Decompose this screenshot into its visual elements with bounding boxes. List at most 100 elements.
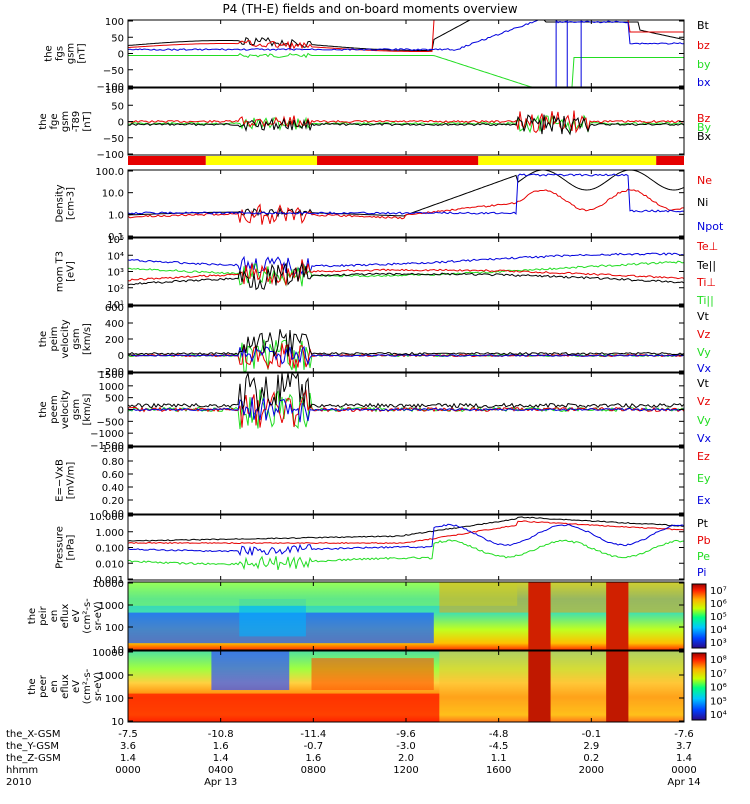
x-axis-row-label: the_Y-GSM <box>6 741 59 752</box>
legend-entry: Ey <box>697 472 711 485</box>
legend-entry: Vz <box>697 328 711 341</box>
trace-npot <box>128 173 684 215</box>
y-axis-label-line: eflux <box>60 604 71 629</box>
panel-3-traces <box>128 170 684 225</box>
y-tick-label: 1.000 <box>95 528 124 539</box>
trace-bt <box>128 20 684 51</box>
status-segment <box>205 156 318 165</box>
trace-ne <box>128 188 684 225</box>
y-axis-label-line: velocity <box>60 390 71 429</box>
x-axis-tick-value: -4.8 <box>489 729 509 740</box>
trace-vx <box>128 397 684 423</box>
legend-entry: Vt <box>697 377 710 390</box>
panel-5-traces <box>128 329 684 372</box>
x-axis-tick-value: Apr 13 <box>204 777 237 788</box>
y-tick-label: 1000 <box>99 671 124 682</box>
legend-entry: Pt <box>697 517 709 530</box>
mid-flux-region <box>128 582 518 606</box>
panel-frame <box>127 87 685 156</box>
trace-ti-par <box>128 260 684 287</box>
x-axis-row-label: hhmm <box>6 765 38 776</box>
colorbar-tick-label: 10⁷ <box>710 669 727 680</box>
legend-entry: Vt <box>697 310 710 323</box>
y-tick-label: 100 <box>105 85 124 96</box>
y-axis-label-line: -T89 <box>71 111 82 133</box>
y-axis-label-line: mom T3 <box>55 251 66 292</box>
x-axis-tick-value: 0.2 <box>583 753 599 764</box>
panel-frame <box>127 305 685 373</box>
y-axis-label-line: [nPa] <box>66 534 77 560</box>
y-tick-label: 10³ <box>107 268 124 279</box>
x-axis-tick-value: 0400 <box>208 765 233 776</box>
trace-by <box>128 52 684 87</box>
panel-frame <box>127 237 685 306</box>
y-tick-label: 10¹ <box>107 300 124 311</box>
trace-te-par <box>128 261 684 291</box>
x-axis-tick-value: -4.5 <box>489 741 509 752</box>
legend-entry: Ni <box>697 196 708 209</box>
colorbar-tick-label: 10⁴ <box>710 710 727 721</box>
panel-frame <box>127 19 685 88</box>
y-tick-label: −100 <box>97 82 124 93</box>
high-flux-region <box>311 658 434 691</box>
x-axis-tick-value: 1200 <box>393 765 418 776</box>
y-tick-label: 0 <box>118 50 124 61</box>
y-tick-label: 500 <box>105 394 124 405</box>
y-axis-label-line: the <box>44 45 55 61</box>
y-tick-label: 100.0 <box>95 167 124 178</box>
panel-frame <box>127 446 685 515</box>
y-tick-label: 10.000 <box>89 512 124 523</box>
y-tick-label: 100 <box>105 694 124 705</box>
y-axis-label-line: [nT] <box>82 111 93 131</box>
panel-frame <box>127 514 685 581</box>
x-axis-tick-value: 2.0 <box>398 753 414 764</box>
x-axis-tick-value: 2000 <box>579 765 604 776</box>
trace-pe <box>128 539 684 571</box>
panel-frame <box>127 372 685 447</box>
y-axis-label-line: fgs <box>55 46 66 61</box>
y-tick-label: 0.001 <box>95 575 124 586</box>
trace-pb <box>128 520 684 545</box>
x-axis-tick-value: -3.0 <box>396 741 416 752</box>
y-axis-label-line: sr-eV) <box>93 601 104 630</box>
legend-entry: Te⊥ <box>696 240 718 253</box>
y-tick-label: −500 <box>97 417 124 428</box>
legend-entry: Ti|| <box>696 294 714 307</box>
panel-6: the peem velocity gsm [km/s] 150010005000−500… <box>38 370 712 452</box>
legend-entry: Vx <box>697 362 712 375</box>
x-axis-tick-value: 1.6 <box>213 741 229 752</box>
panel-7: E=−VxB [mV/m] 1.00 0.80 0.60 0.40 0.20 0.00 Ez Ey… <box>55 444 711 520</box>
trace-vx <box>128 345 684 366</box>
y-tick-label: 1.0 <box>108 210 124 221</box>
panel-10: the peer en eflux eV (cm²-s-sr-eV) 10000 1000 10… <box>27 648 727 728</box>
y-axis-label-line: velocity <box>60 319 71 358</box>
y-tick-label: 10000 <box>92 579 124 590</box>
legend-entry: Vy <box>697 346 711 359</box>
panel-4: mom T3 [eV] 10⁵ 10⁴ 10³ 10² 10¹ Te⊥ Te|| Ti⊥ Ti|| <box>55 235 719 311</box>
y-axis-label-line: [cm-3] <box>66 187 77 220</box>
y-axis-label-line: [nT] <box>77 43 88 63</box>
y-axis-label-line: en <box>49 610 60 623</box>
y-tick-label: 10 <box>111 717 124 728</box>
low-flux-region <box>211 651 290 691</box>
x-axis-tick-value: -7.6 <box>674 729 694 740</box>
y-axis-label-line: en <box>49 680 60 693</box>
x-axis-tick-value: 1.4 <box>213 753 229 764</box>
high-flux-band <box>528 651 551 722</box>
colorbar-tick-label: 10⁵ <box>710 696 727 707</box>
y-tick-label: 10⁵ <box>107 235 124 246</box>
mid-flux-region <box>439 651 684 722</box>
y-axis-label-line: [eV] <box>66 261 77 282</box>
trace-bx <box>128 20 684 51</box>
y-axis-label-line: eV <box>71 609 82 622</box>
legend-entry: bx <box>697 76 711 89</box>
colorbar-tick-label: 10⁴ <box>710 625 727 636</box>
trace-vt <box>128 329 684 357</box>
x-axis-tick-value: 0800 <box>301 765 326 776</box>
panel-9: the peir en eflux eV (cm²-s-sr-eV) 10000 1000 10… <box>27 579 727 656</box>
panel-8-traces <box>128 516 684 571</box>
x-axis-tick-value: -11.4 <box>300 729 326 740</box>
x-axis-tick-value: 3.6 <box>120 741 136 752</box>
y-axis-label-line: sr-eV) <box>93 672 104 701</box>
y-tick-label: 0.80 <box>102 457 124 468</box>
